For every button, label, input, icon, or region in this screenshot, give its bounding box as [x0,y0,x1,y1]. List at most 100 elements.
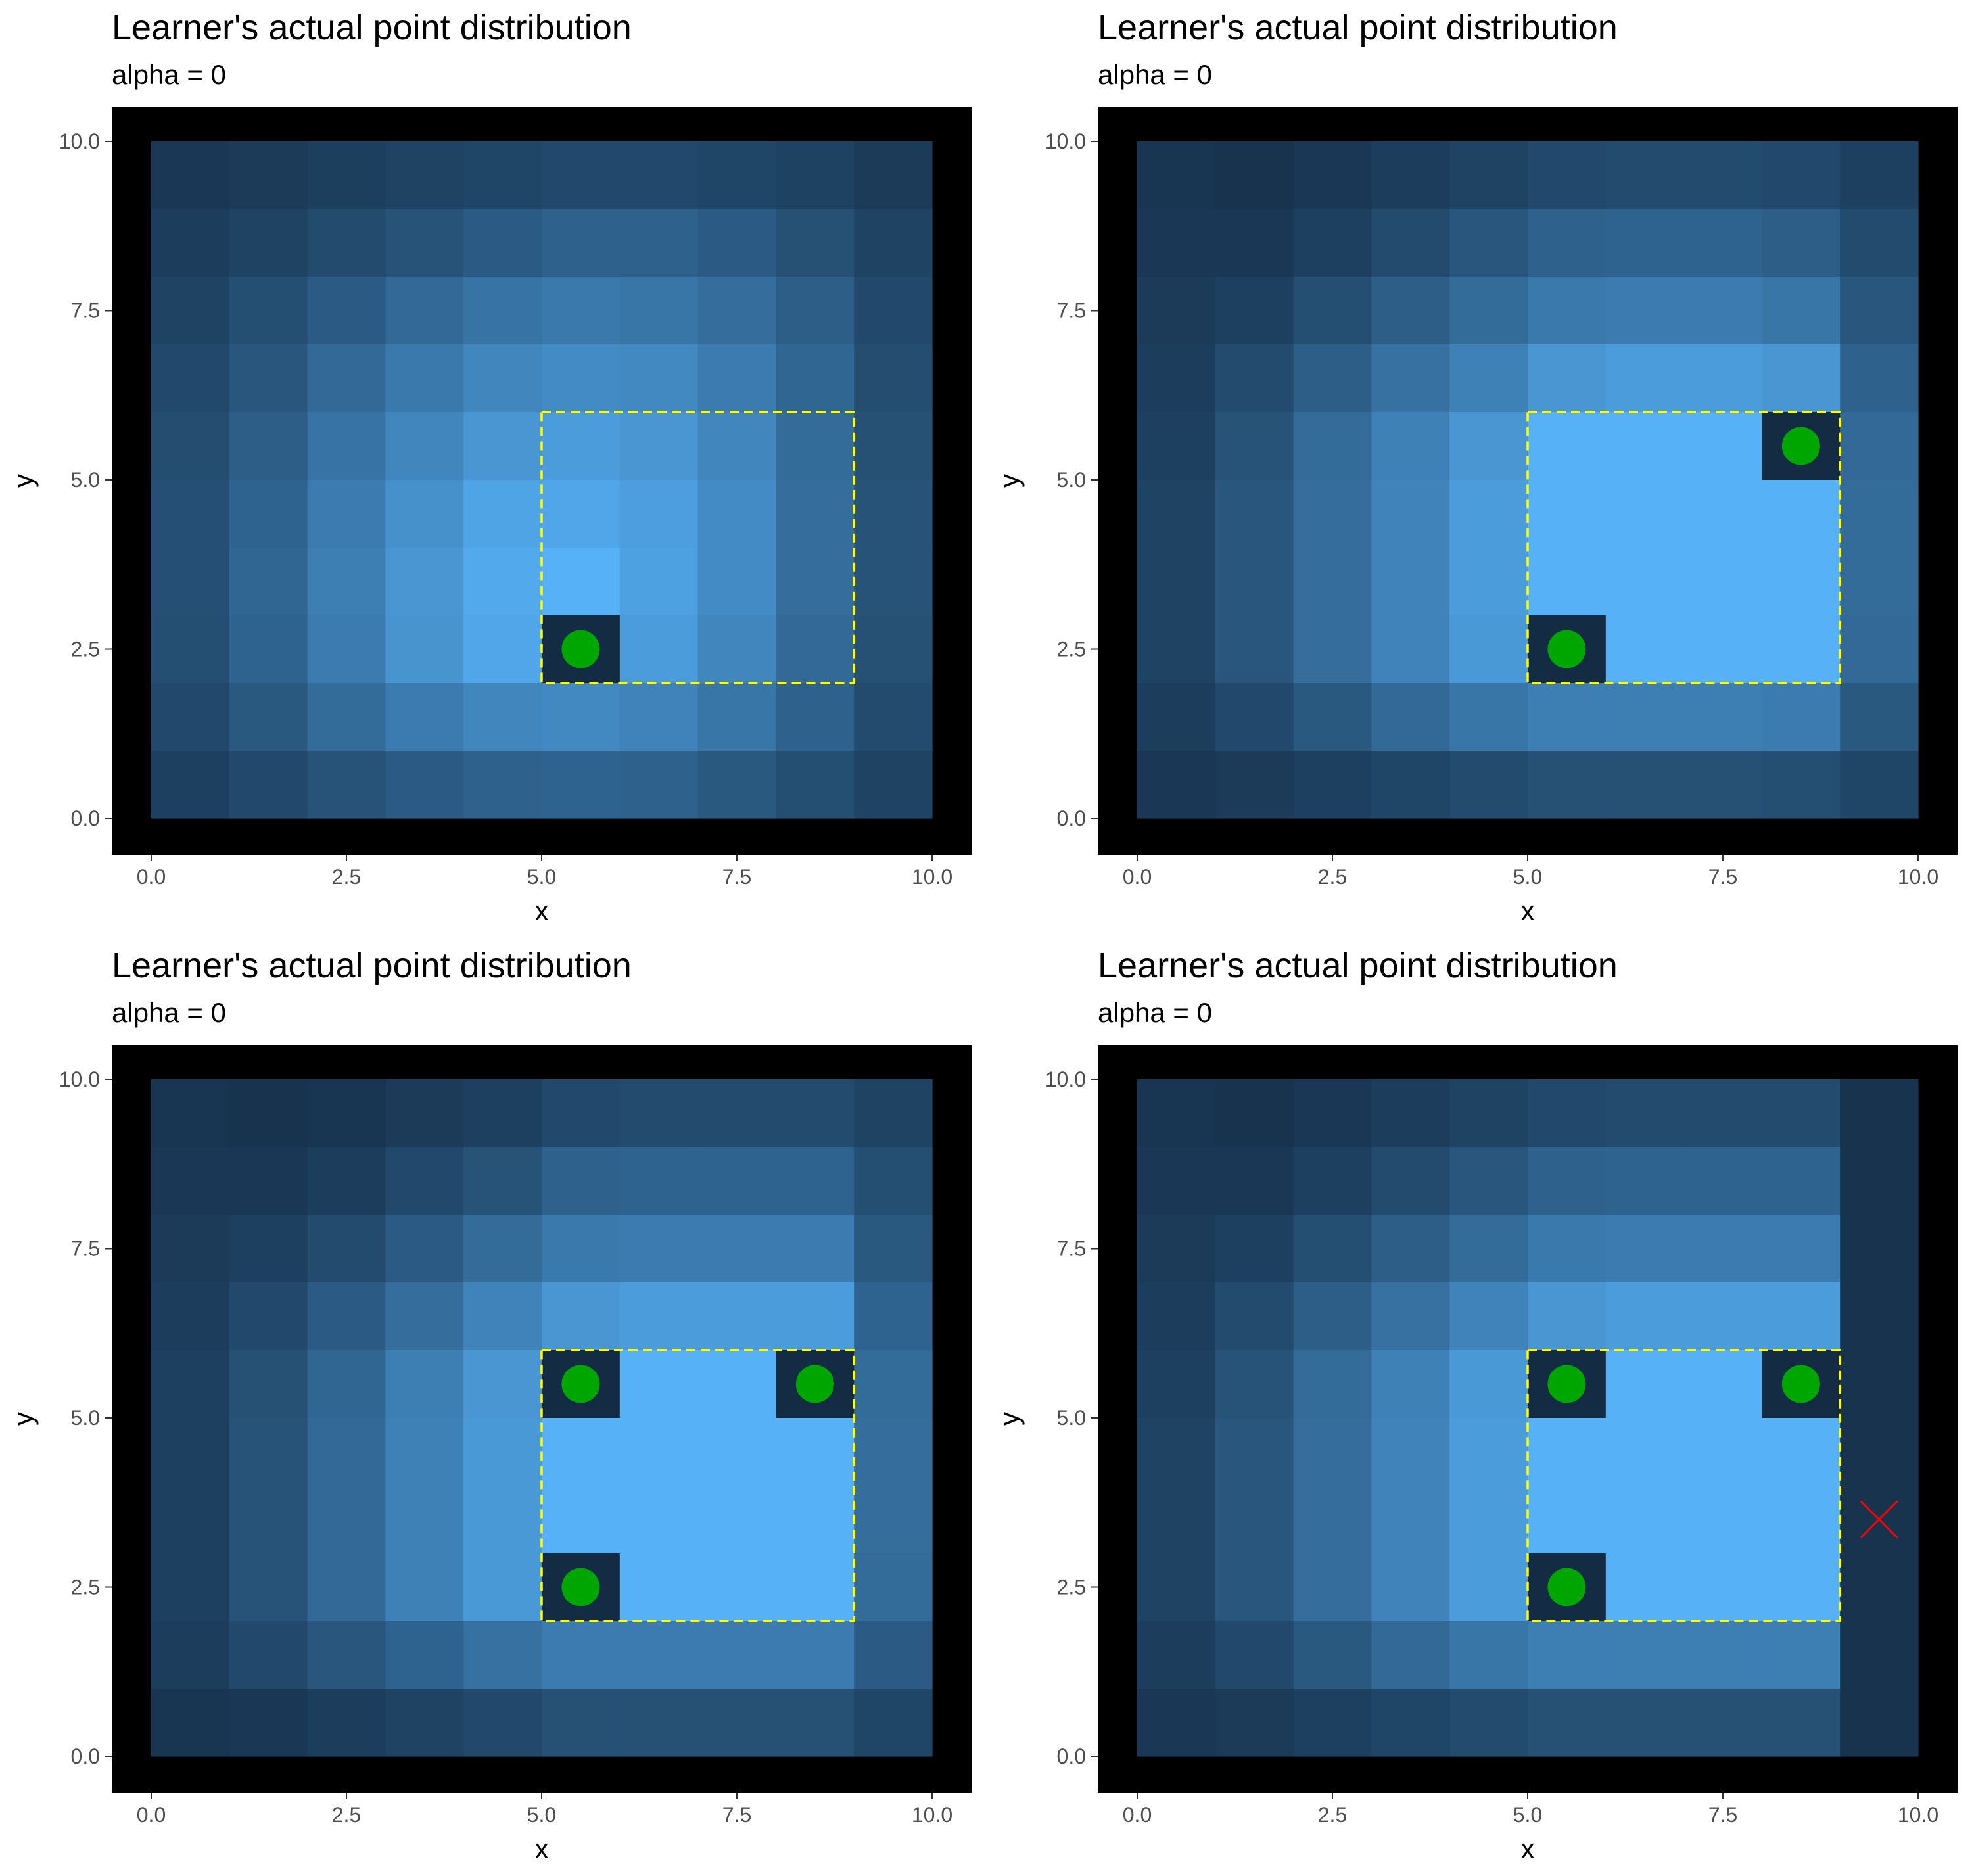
heatmap-tile [1605,615,1685,684]
heatmap-tile [542,209,621,277]
heatmap-tile [1449,1418,1528,1486]
heatmap-tile [151,1282,230,1351]
heatmap-tile [1762,141,1841,210]
heatmap-tile [854,1689,933,1757]
heatmap-tile [542,277,621,345]
heatmap-tile [697,1418,776,1486]
heatmap-tile [307,412,386,481]
heatmap-tile [1215,209,1294,277]
heatmap-tile [1449,1553,1528,1622]
heatmap-tile [697,344,776,413]
heatmap-tile [151,1486,230,1554]
heatmap-tile [1840,141,1919,210]
heatmap-tile [385,209,464,277]
heatmap-tile [1293,1418,1372,1486]
x-tick-label: 0.0 [137,865,166,889]
heatmap-tile [697,1689,776,1757]
x-axis-label: x [535,1833,549,1864]
chart-subtitle: alpha = 0 [1098,997,1212,1028]
heatmap-tile [1605,751,1685,819]
heatmap-tile [1293,344,1372,413]
heatmap-tile [307,683,386,751]
heatmap-tile [151,615,230,684]
heatmap-tile [463,209,542,277]
heatmap-tile [1293,480,1372,548]
heatmap-tile [1762,615,1841,684]
chart-panel-4: Learner's actual point distribution alpha… [986,938,1972,1876]
y-axis: 0.0 2.5 5.0 7.5 10.0 [1045,1067,1098,1768]
data-point [1781,427,1820,465]
heatmap-tile [385,615,464,684]
heatmap-tile [1293,1350,1372,1419]
heatmap-tile [151,1553,230,1622]
heatmap-tile [1215,412,1294,481]
heatmap-tile [385,141,464,210]
data-point [561,1568,600,1606]
heatmap-tile [463,1486,542,1554]
x-tick-label: 0.0 [137,1803,166,1827]
heatmap-tile [1371,1553,1450,1622]
heatmap-tile [697,1147,776,1215]
heatmap-tile [1528,1689,1607,1757]
heatmap-tile [1449,209,1528,277]
heatmap-tile [776,412,855,481]
heatmap-tile [1137,412,1216,481]
heatmap-tile [229,751,308,819]
heatmap-tile [776,1147,855,1215]
x-tick-label: 7.5 [1708,1803,1737,1827]
heatmap-tile [854,751,933,819]
heatmap-tiles [151,1079,933,1757]
heatmap-tile [1605,1079,1685,1148]
y-axis-label: y [8,1412,39,1426]
heatmap-tile [1605,1418,1685,1486]
heatmap-tile [1293,548,1372,616]
heatmap-tile [854,1215,933,1283]
heatmap-tile [854,209,933,277]
heatmap-tile [1683,683,1762,751]
heatmap-tile [697,141,776,210]
heatmap-tiles [151,141,933,819]
heatmap-tile [463,1079,542,1148]
heatmap-tile [619,1486,699,1554]
heatmap-tile [1449,1689,1528,1757]
heatmap-tile [1762,1621,1841,1689]
heatmap-tile [1605,209,1685,277]
heatmap-tile [463,141,542,210]
heatmap-tile [1683,1079,1762,1148]
heatmap-tile [542,1621,621,1689]
heatmap-tile [1528,344,1607,413]
heatmap-tile [229,1418,308,1486]
heatmap-tile [1528,1282,1607,1351]
heatmap-tile [307,1147,386,1215]
heatmap-tile [854,615,933,684]
heatmap-tile [542,1689,621,1757]
heatmap-tile [1137,683,1216,751]
heatmap-tile [1683,548,1762,616]
heatmap-tile [1449,751,1528,819]
heatmap-tile [697,683,776,751]
heatmap-tile [1528,1079,1607,1148]
heatmap-tile [1683,1418,1762,1486]
heatmap-tile [151,1215,230,1283]
heatmap-tile [776,548,855,616]
heatmap-tile [463,683,542,751]
heatmap-tile [229,1486,308,1554]
highlight-rectangle [1526,1349,1841,1622]
heatmap-tile [1371,683,1450,751]
heatmap-tile [619,480,699,548]
heatmap-tile [463,1282,542,1351]
heatmap-tile [1683,751,1762,819]
heatmap-tile [229,615,308,684]
y-tick-label: 5.0 [71,1406,100,1430]
heatmap-tile [151,1079,230,1148]
heatmap-tile [1605,1689,1685,1757]
heatmap-tile [1137,1418,1216,1486]
heatmap-tile [1762,1147,1841,1215]
heatmap-tile [1840,480,1919,548]
heatmap-tile [854,1147,933,1215]
x-axis: 0.0 2.5 5.0 7.5 10.0 [137,855,952,889]
heatmap-tile [229,1282,308,1351]
heatmap-tile [854,141,933,210]
heatmap-tile [1528,1418,1607,1486]
heatmap-tile [307,209,386,277]
